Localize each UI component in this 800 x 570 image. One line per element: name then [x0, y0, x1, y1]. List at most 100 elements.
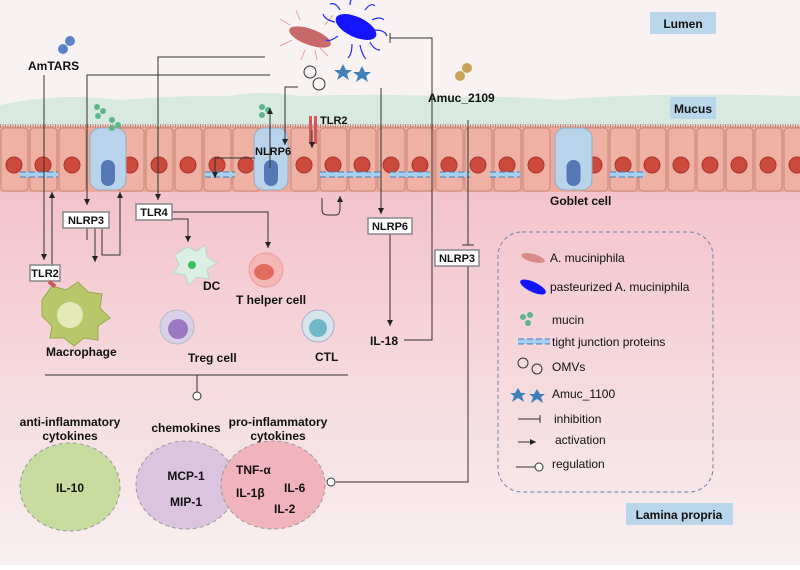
legend-item: tight junction proteins	[552, 335, 665, 349]
lumen-label: Lumen	[650, 12, 716, 34]
mcp1-label: MCP-1	[167, 469, 205, 483]
goblet-cell	[89, 127, 127, 191]
tight-junction-icon	[20, 172, 58, 177]
nucleus	[179, 156, 197, 174]
nlrp3-left-node: NLRP3	[62, 211, 110, 229]
legend-item: inhibition	[554, 412, 601, 426]
nucleus	[382, 156, 400, 174]
tight-junction-icon	[440, 172, 470, 177]
il18-inhibition-line	[389, 33, 433, 341]
tlr2-receptor-icon	[309, 116, 317, 144]
svg-text:Lamina propria: Lamina propria	[636, 508, 723, 522]
nucleus	[208, 156, 226, 174]
il6-label: IL-6	[284, 481, 306, 495]
svg-text:NLRP3: NLRP3	[68, 215, 104, 227]
goblet-cell	[253, 127, 289, 191]
anti-inflammatory-title-1: anti-inflammatory	[20, 415, 121, 429]
nlrp6-node: NLRP6	[367, 217, 413, 235]
legend-pasteurized-icon	[520, 279, 546, 295]
pasteurized-a-muciniphila-icon	[322, 0, 388, 60]
treg-cell-label: Treg cell	[188, 351, 237, 365]
tight-junction-icon	[610, 172, 645, 177]
amuc2109-regulation-line	[336, 266, 469, 483]
pro-inflammatory-title-1: pro-inflammatory	[229, 415, 328, 429]
lamina-propria-label: Lamina propria	[626, 503, 733, 525]
il18-label: IL-18	[370, 334, 398, 348]
amuc2109-inhibits-nlrp3	[462, 120, 474, 246]
legend-tight-junction-icon	[518, 338, 550, 345]
tight-junction-icon	[390, 172, 430, 177]
dc-cell-icon	[172, 244, 218, 286]
tlr4-to-dc-arrow	[172, 218, 191, 242]
tight-junction-icon	[320, 172, 380, 177]
lamina-propria-background	[0, 190, 800, 565]
tight-junction-icon	[205, 172, 235, 177]
nucleus	[34, 156, 52, 174]
legend-omvs-icon	[517, 357, 543, 375]
nucleus	[150, 156, 168, 174]
epithelium	[0, 124, 800, 192]
legend-item: regulation	[552, 457, 605, 471]
nucleus	[353, 156, 371, 174]
tlr2-top-label: TLR2	[320, 115, 348, 127]
mucus-layer	[0, 93, 800, 130]
pro-inflammatory-circle	[220, 440, 326, 530]
goblet-cell	[554, 127, 593, 191]
bacteria-to-nlrp3-arrow	[84, 74, 270, 205]
nucleus	[5, 156, 23, 174]
nucleus	[730, 156, 748, 174]
svg-text:NLRP6: NLRP6	[372, 221, 408, 233]
treg-cell-icon	[159, 309, 195, 345]
nucleus	[469, 156, 487, 174]
nucleus	[614, 156, 632, 174]
tnfa-label: TNF-α	[236, 463, 271, 477]
tlr2-left-node: TLR2	[29, 264, 61, 282]
pathway-lines	[41, 33, 474, 487]
macrophage-label: Macrophage	[46, 345, 117, 359]
svg-text:Lumen: Lumen	[663, 17, 702, 31]
nucleus	[411, 156, 429, 174]
nucleus	[643, 156, 661, 174]
svg-text:Mucus: Mucus	[674, 102, 712, 116]
tlr2-to-junction-arrow	[321, 196, 343, 216]
tight-junction-icon	[490, 172, 520, 177]
nucleus	[295, 156, 313, 174]
legend-mucin-icon	[520, 312, 533, 326]
mip1-label: MIP-1	[170, 495, 202, 509]
nlrp6-goblet-label: NLRP6	[255, 146, 291, 158]
legend-inhibition-icon	[518, 415, 541, 423]
legend-item: Amuc_1100	[552, 387, 615, 401]
il1b-label: IL-1β	[236, 486, 265, 500]
tlr4-to-thelper-arrow	[172, 211, 271, 248]
legend-amuc-1100-icon	[510, 388, 545, 403]
macrophage-icon	[41, 279, 111, 347]
svg-text:NLRP3: NLRP3	[439, 253, 475, 265]
anti-inflammatory-circle	[19, 442, 121, 532]
svg-text:TLR2: TLR2	[31, 268, 59, 280]
nucleus	[63, 156, 81, 174]
legend: A. muciniphila pasteurized A. muciniphil…	[497, 231, 714, 493]
omvs-icon	[303, 65, 326, 91]
legend-item: pasteurized A. muciniphila	[550, 280, 690, 294]
amuc-2109-label: Amuc_2109	[428, 91, 495, 105]
mucin-dots-icon	[94, 104, 271, 131]
nucleus	[527, 156, 545, 174]
t-helper-cell-icon	[248, 252, 284, 288]
pro-inflammatory-title-2: cytokines	[250, 429, 306, 443]
nucleus	[759, 156, 777, 174]
amtars-label: AmTARS	[28, 59, 79, 73]
tlr4-node: TLR4	[135, 203, 173, 221]
anti-inflammatory-title-2: cytokines	[42, 429, 98, 443]
il10-label: IL-10	[56, 481, 84, 495]
legend-item: A. muciniphila	[550, 251, 625, 265]
legend-item: mucin	[552, 313, 584, 327]
t-helper-cell-label: T helper cell	[236, 293, 306, 307]
legend-a-muciniphila-icon	[521, 253, 545, 263]
nlrp3-right-node: NLRP3	[434, 249, 480, 267]
nucleus	[324, 156, 342, 174]
nucleus	[701, 156, 719, 174]
nucleus	[672, 156, 690, 174]
ctl-cell-icon	[301, 309, 335, 343]
chemokines-title: chemokines	[151, 421, 221, 435]
